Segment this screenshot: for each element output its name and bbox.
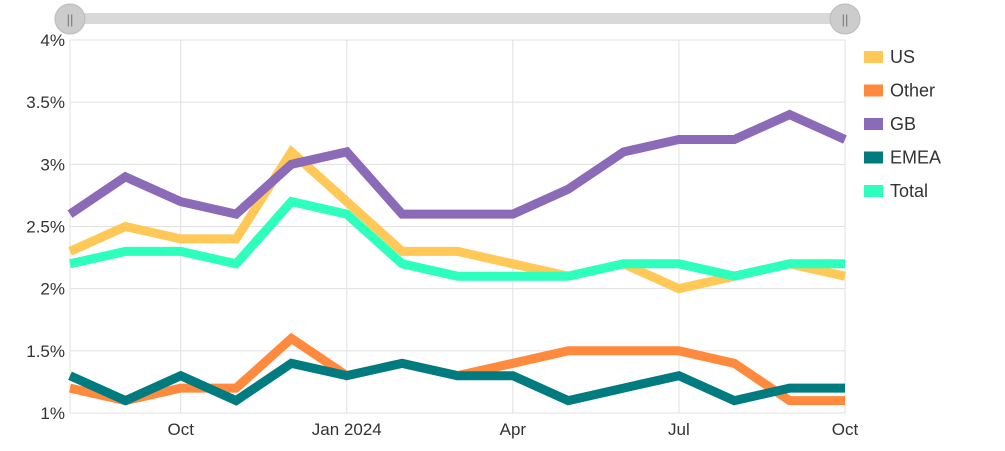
- y-tick-label: 2.5%: [26, 218, 65, 237]
- left-handle-grip-icon: ||: [67, 12, 74, 27]
- series-line-us: [68, 145, 846, 294]
- gridlines: [69, 39, 846, 414]
- x-tick-label: Oct: [167, 420, 194, 439]
- range-slider-left-handle[interactable]: ||: [54, 3, 86, 35]
- y-axis: 1% 1.5% 2% 2.5% 3% 3.5% 4%: [26, 31, 65, 423]
- y-tick-label: 3%: [40, 155, 65, 174]
- x-axis: Oct Jan 2024 Apr Jul Oct: [167, 420, 858, 439]
- x-tick-label: Jul: [668, 420, 690, 439]
- y-tick-label: 2%: [40, 280, 65, 299]
- x-tick-label: Apr: [500, 420, 527, 439]
- y-tick-label: 1%: [40, 404, 65, 423]
- series-line-gb: [67, 109, 847, 220]
- series-lines: [67, 109, 847, 406]
- legend-swatch: [864, 84, 883, 97]
- y-tick-label: 1.5%: [26, 342, 65, 361]
- series-line-other: [69, 332, 845, 406]
- y-tick-label: 4%: [40, 31, 65, 50]
- legend-label: US: [890, 47, 915, 67]
- y-tick-label: 3.5%: [26, 93, 65, 112]
- legend-swatch: [864, 185, 883, 197]
- legend-item-gb: GB: [864, 114, 916, 134]
- legend-item-total: Total: [864, 181, 928, 201]
- series-line-total: [69, 196, 845, 281]
- x-tick-label: Oct: [832, 420, 859, 439]
- legend-swatch: [864, 118, 883, 130]
- legend-label: Total: [890, 181, 928, 201]
- legend-label: Other: [890, 81, 935, 101]
- legend-item-emea: EMEA: [864, 148, 941, 168]
- range-slider[interactable]: || ||: [54, 3, 861, 35]
- legend-label: GB: [890, 114, 916, 134]
- legend-swatch: [864, 151, 883, 164]
- legend-item-us: US: [864, 47, 915, 67]
- legend: US Other GB EMEA Total: [864, 47, 941, 201]
- series-line-emea: [68, 358, 845, 406]
- legend-swatch: [864, 51, 883, 63]
- legend-label: EMEA: [890, 148, 941, 168]
- legend-item-other: Other: [864, 81, 935, 101]
- x-tick-label: Jan 2024: [312, 420, 382, 439]
- range-slider-track[interactable]: [70, 13, 845, 24]
- right-handle-grip-icon: ||: [842, 12, 849, 27]
- range-slider-right-handle[interactable]: ||: [829, 3, 861, 35]
